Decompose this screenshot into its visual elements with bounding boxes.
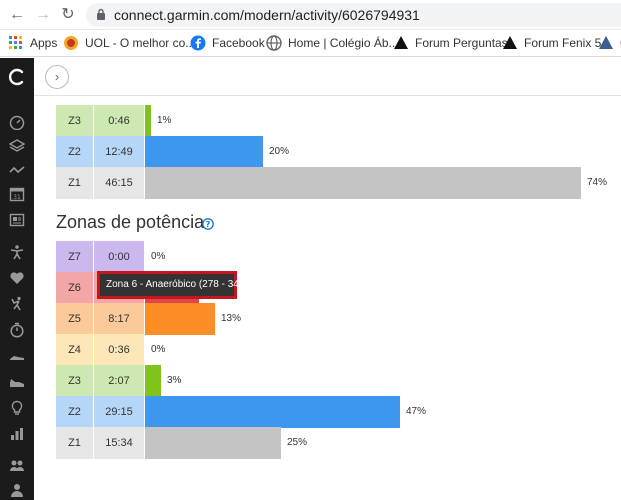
bookmark-facebook[interactable]: Facebook bbox=[190, 35, 265, 51]
bookmark-uol[interactable]: UOL - O melhor co... bbox=[63, 35, 195, 51]
zone-time: 0:36 bbox=[94, 334, 144, 366]
zone-bar[interactable] bbox=[145, 396, 400, 428]
calendar-icon[interactable]: 31 bbox=[9, 186, 25, 202]
reload-icon[interactable]: ↻ bbox=[61, 6, 75, 23]
activity-line-icon[interactable] bbox=[9, 162, 25, 178]
triangle-icon bbox=[503, 36, 517, 49]
zone-percent: 47% bbox=[406, 406, 427, 417]
expand-sidebar-button[interactable]: › bbox=[45, 65, 69, 89]
facebook-icon bbox=[190, 35, 206, 51]
bookmark-colegio[interactable]: Home | Colégio Áb... bbox=[266, 35, 399, 51]
triangle-icon bbox=[394, 36, 408, 49]
zone-bar[interactable] bbox=[145, 303, 215, 335]
zone-label: Z2 bbox=[56, 136, 93, 168]
zone-bar[interactable] bbox=[145, 365, 161, 397]
zone-label: Z6 bbox=[56, 272, 93, 304]
forward-icon[interactable]: → bbox=[35, 6, 51, 23]
bookmark-label: Forum Fenix 5 bbox=[524, 36, 602, 50]
zone-label: Z3 bbox=[56, 365, 93, 397]
running-shoe-icon[interactable] bbox=[9, 374, 25, 390]
bar-chart-icon[interactable] bbox=[9, 426, 25, 442]
bookmark-forum-fenix[interactable]: Forum Fenix 5 bbox=[502, 35, 601, 51]
bookmark-label: Apps bbox=[30, 36, 58, 50]
back-icon[interactable]: ← bbox=[9, 6, 25, 23]
zone-bar[interactable] bbox=[145, 136, 263, 168]
garmin-sidebar: 31 bbox=[0, 58, 34, 500]
zone-time: 0:46 bbox=[94, 105, 144, 137]
zone-time: 46:15 bbox=[94, 167, 144, 199]
bookmark-label: Forum Perguntas bbox=[415, 36, 508, 50]
zone-percent: 1% bbox=[157, 115, 172, 126]
url-text: connect.garmin.com/modern/activity/60267… bbox=[114, 7, 420, 23]
zone-percent: 74% bbox=[587, 177, 608, 188]
svg-text:?: ? bbox=[206, 220, 211, 229]
fitness-icon[interactable] bbox=[9, 244, 25, 260]
garmin-connect-logo-icon[interactable] bbox=[8, 68, 26, 86]
zone-bar[interactable] bbox=[145, 105, 151, 137]
section-title: Zonas de potência bbox=[56, 212, 205, 232]
bookmark-g[interactable]: G bbox=[598, 35, 621, 51]
zone-time: 0:00 bbox=[94, 241, 144, 273]
zone-percent: 0% bbox=[151, 344, 166, 355]
zone-bar[interactable] bbox=[145, 167, 581, 199]
header-divider bbox=[34, 95, 621, 96]
zone-label: Z2 bbox=[56, 396, 93, 428]
help-icon[interactable]: ? bbox=[202, 218, 214, 230]
timer-icon[interactable] bbox=[9, 322, 25, 338]
zone-percent: 25% bbox=[287, 437, 308, 448]
chevron-right-icon: › bbox=[54, 69, 60, 84]
uol-icon bbox=[64, 36, 78, 50]
apps-grid-icon bbox=[9, 36, 22, 49]
lightbulb-icon[interactable] bbox=[9, 400, 25, 416]
zone-label: Z1 bbox=[56, 427, 93, 459]
heart-icon[interactable] bbox=[9, 270, 25, 286]
zone-tooltip: Zona 6 - Anaeróbico (278 - 346) bbox=[97, 271, 248, 299]
person-icon[interactable] bbox=[9, 482, 25, 498]
zone-time: 29:15 bbox=[94, 396, 144, 428]
reports-icon[interactable] bbox=[9, 212, 25, 228]
zone-label: Z7 bbox=[56, 241, 93, 273]
activity-content: › Z3 0:46 1% Z2 12:49 20% Z1 46:15 74% Zonas de … bbox=[34, 58, 621, 500]
zone-percent: 20% bbox=[269, 146, 290, 157]
bookmark-label: UOL - O melhor co... bbox=[85, 36, 196, 50]
zone-percent: 13% bbox=[221, 313, 242, 324]
zone-time: 8:17 bbox=[94, 303, 144, 335]
golf-icon[interactable] bbox=[9, 296, 25, 312]
browser-toolbar: ← → ↻ connect.garmin.com/modern/activity… bbox=[0, 0, 621, 30]
zone-time: 2:07 bbox=[94, 365, 144, 397]
zone-time: 12:49 bbox=[94, 136, 144, 168]
svg-text:31: 31 bbox=[13, 194, 21, 201]
bookmark-apps[interactable]: Apps bbox=[8, 35, 57, 51]
zone-label: Z4 bbox=[56, 334, 93, 366]
address-bar[interactable]: connect.garmin.com/modern/activity/60267… bbox=[86, 3, 621, 27]
dashboard-icon[interactable] bbox=[9, 114, 25, 130]
zone-time: 15:34 bbox=[94, 427, 144, 459]
shoe-icon[interactable] bbox=[9, 348, 25, 364]
bookmark-label: Facebook bbox=[212, 36, 265, 50]
triangle-blue-icon bbox=[599, 36, 613, 49]
zone-label: Z5 bbox=[56, 303, 93, 335]
layers-icon[interactable] bbox=[9, 138, 25, 154]
zone-bar[interactable] bbox=[145, 427, 281, 459]
lock-icon bbox=[97, 8, 105, 20]
zone-label: Z1 bbox=[56, 167, 93, 199]
tooltip-text: Zona 6 - Anaeróbico (278 - 346) bbox=[106, 279, 248, 290]
bookmark-forum-perguntas[interactable]: Forum Perguntas bbox=[393, 35, 508, 51]
zone-percent: 0% bbox=[151, 251, 166, 262]
bookmarks-bar: Apps UOL - O melhor co... Facebook Home … bbox=[0, 30, 621, 57]
zone-percent: 3% bbox=[167, 375, 182, 386]
globe-icon bbox=[266, 35, 282, 51]
people-icon[interactable] bbox=[9, 458, 25, 474]
bookmark-label: Home | Colégio Áb... bbox=[288, 36, 399, 50]
zone-label: Z3 bbox=[56, 105, 93, 137]
